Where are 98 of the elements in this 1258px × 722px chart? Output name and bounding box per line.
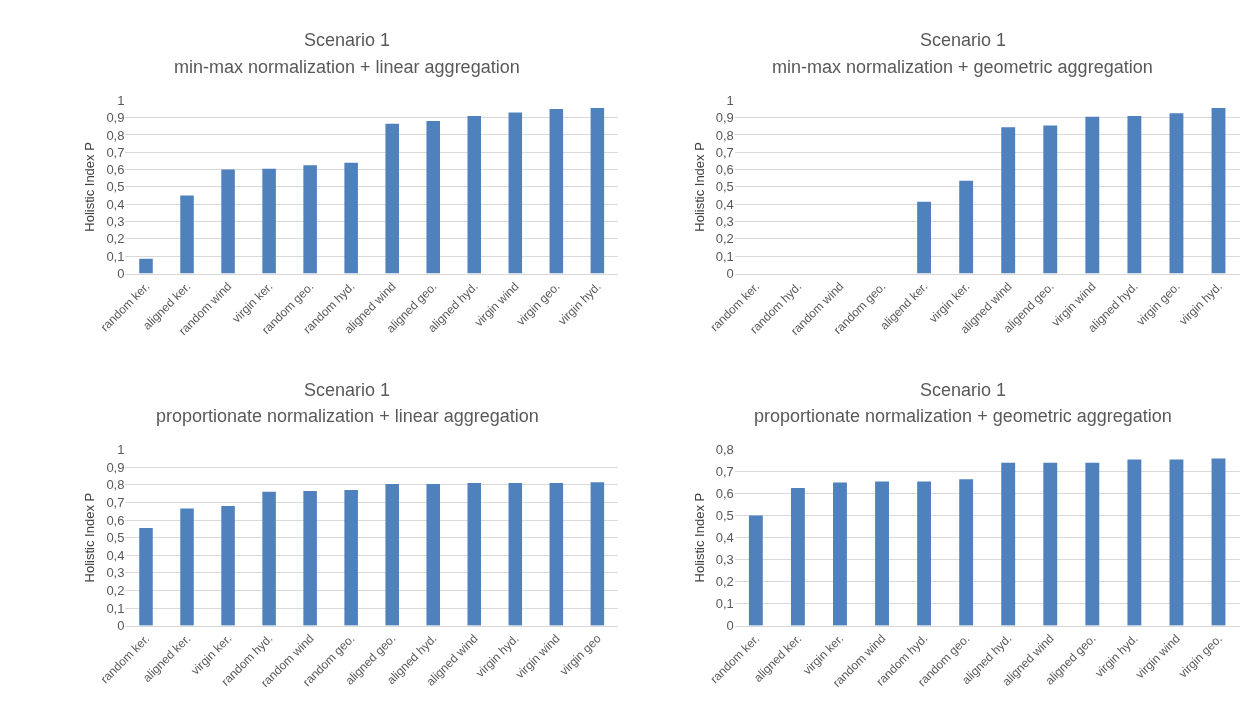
- chart-title: Scenario 1: [920, 30, 1007, 50]
- y-tick-label: 0,3: [106, 214, 125, 230]
- bar: [426, 483, 440, 626]
- y-tick-label: 0,6: [715, 162, 734, 178]
- chart-subtitle: min-max normalization + linear aggregation: [174, 57, 520, 77]
- y-tick-label: 0,3: [715, 552, 734, 568]
- y-tick-label: 0,6: [715, 486, 734, 502]
- bar: [303, 165, 317, 274]
- bar: [1127, 459, 1142, 626]
- y-tick-label: 1: [726, 92, 734, 108]
- bar: [549, 108, 564, 274]
- bar: [385, 483, 399, 626]
- bar: [590, 108, 605, 274]
- y-tick-label: 0: [117, 618, 125, 634]
- y-tick-label: 0,7: [715, 144, 734, 160]
- y-tick-label: 0,2: [715, 574, 734, 590]
- chart-title: Scenario 1: [304, 30, 391, 50]
- y-tick-label: 0,2: [106, 231, 125, 247]
- y-tick-label: 0,5: [715, 508, 734, 524]
- y-tick-label: 0,5: [106, 179, 125, 195]
- bar: [1211, 108, 1226, 274]
- bar: [508, 112, 523, 274]
- bar: [1085, 462, 1100, 626]
- bar: [590, 482, 605, 626]
- y-tick-label: 0,1: [106, 600, 125, 616]
- chart-subtitle: proportionate normalization + geometric aggregation: [754, 406, 1172, 426]
- bar: [139, 527, 153, 626]
- bar: [1127, 115, 1142, 274]
- bar: [790, 488, 805, 626]
- bar: [875, 481, 889, 626]
- y-tick-label: 0,6: [106, 162, 125, 178]
- bar: [959, 479, 974, 626]
- y-tick-label: 0,7: [106, 144, 125, 160]
- bar: [303, 490, 317, 626]
- y-tick-label: 0: [726, 266, 734, 282]
- y-axis-title: Holistic Index P: [691, 142, 707, 232]
- y-tick-label: 0,9: [715, 110, 734, 126]
- bar: [917, 201, 932, 274]
- bar: [262, 168, 276, 274]
- bar: [426, 121, 440, 274]
- bar: [385, 123, 399, 274]
- bar: [1169, 459, 1184, 626]
- bar: [508, 483, 523, 626]
- bar: [1169, 113, 1184, 274]
- chart-subtitle: min-max normalization + geometric aggregation: [772, 57, 1153, 77]
- bar: [1085, 116, 1100, 274]
- y-tick-label: 0,1: [715, 596, 734, 612]
- y-tick-label: 0,7: [715, 464, 734, 480]
- y-tick-label: 0,4: [106, 196, 125, 212]
- y-axis-title: Holistic Index P: [82, 492, 98, 583]
- bar: [833, 482, 847, 626]
- bar: [1001, 462, 1016, 626]
- y-tick-label: 0,9: [106, 110, 125, 126]
- y-tick-label: 0,8: [715, 127, 734, 143]
- chart-title: Scenario 1: [304, 380, 391, 400]
- y-tick-label: 1: [117, 92, 125, 108]
- bar: [1001, 127, 1016, 274]
- y-tick-label: 0: [726, 618, 734, 634]
- y-tick-label: 0,4: [715, 196, 734, 212]
- y-tick-label: 0,8: [715, 442, 734, 458]
- bar: [959, 180, 974, 274]
- bar: [180, 508, 194, 626]
- bar: [344, 162, 358, 274]
- bar: [1043, 462, 1058, 626]
- chart-subtitle: proportionate normalization + linear aggregation: [156, 406, 539, 426]
- bar: [467, 483, 482, 626]
- y-tick-label: 0,4: [106, 547, 125, 563]
- y-axis-title: Holistic Index P: [82, 142, 98, 232]
- bar: [1043, 125, 1058, 274]
- bar: [467, 115, 482, 274]
- y-tick-label: 0,7: [106, 494, 125, 510]
- y-tick-label: 0,4: [715, 530, 734, 546]
- bar: [262, 491, 276, 626]
- bar: [221, 169, 235, 274]
- y-tick-label: 0,1: [106, 248, 125, 264]
- bar: [344, 490, 358, 626]
- y-tick-label: 0,2: [106, 582, 125, 598]
- y-tick-label: 1: [117, 442, 125, 458]
- y-tick-label: 0,6: [106, 512, 125, 528]
- bar: [221, 505, 235, 626]
- y-tick-label: 0,5: [106, 530, 125, 546]
- y-axis-title: Holistic Index P: [691, 492, 707, 583]
- y-tick-label: 0,3: [106, 565, 125, 581]
- bar: [1211, 458, 1226, 626]
- y-tick-label: 0,5: [715, 179, 734, 195]
- y-tick-label: 0,3: [715, 214, 734, 230]
- y-tick-label: 0,2: [715, 231, 734, 247]
- bar: [917, 481, 932, 626]
- bar: [748, 515, 763, 626]
- y-tick-label: 0: [117, 266, 125, 282]
- y-tick-label: 0,1: [715, 248, 734, 264]
- y-tick-label: 0,8: [106, 127, 125, 143]
- y-tick-label: 0,8: [106, 477, 125, 493]
- chart-title: Scenario 1: [920, 380, 1007, 400]
- bar: [180, 195, 194, 274]
- y-tick-label: 0,9: [106, 459, 125, 475]
- bar: [549, 483, 564, 626]
- bar: [139, 258, 153, 274]
